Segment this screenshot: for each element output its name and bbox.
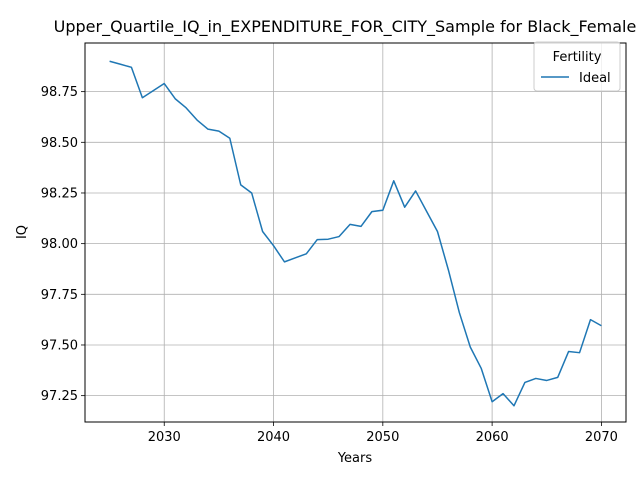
y-tick-label: 97.25 (41, 389, 78, 404)
y-tick-label: 98.75 (41, 85, 78, 100)
chart-title: Upper_Quartile_IQ_in_EXPENDITURE_FOR_CIT… (54, 17, 637, 37)
legend-title: Fertility (553, 50, 602, 65)
axes-frame (84, 42, 627, 423)
y-tick-label: 97.75 (41, 288, 78, 303)
x-axis: 2030 2040 2050 2060 2070 (148, 422, 618, 445)
series-line-ideal (109, 60, 602, 407)
x-tick-label: 2060 (476, 430, 509, 445)
x-tick-label: 2030 (148, 430, 181, 445)
x-axis-label: Years (337, 451, 373, 466)
x-tick-label: 2050 (366, 430, 399, 445)
legend-box (533, 41, 621, 92)
legend: Fertility Ideal (533, 41, 621, 92)
y-tick-label: 98.00 (41, 237, 78, 252)
y-axis: 97.25 97.50 97.75 98.00 98.25 98.50 98.75 (41, 85, 85, 404)
y-tick-label: 97.50 (41, 338, 78, 353)
x-tick-label: 2070 (585, 430, 618, 445)
plot-area (109, 60, 602, 407)
y-tick-label: 98.50 (41, 136, 78, 151)
y-axis-label: IQ (15, 225, 30, 239)
legend-label-ideal: Ideal (579, 71, 611, 86)
y-tick-label: 98.25 (41, 186, 78, 201)
grid-lines (85, 43, 626, 422)
x-tick-label: 2040 (257, 430, 290, 445)
